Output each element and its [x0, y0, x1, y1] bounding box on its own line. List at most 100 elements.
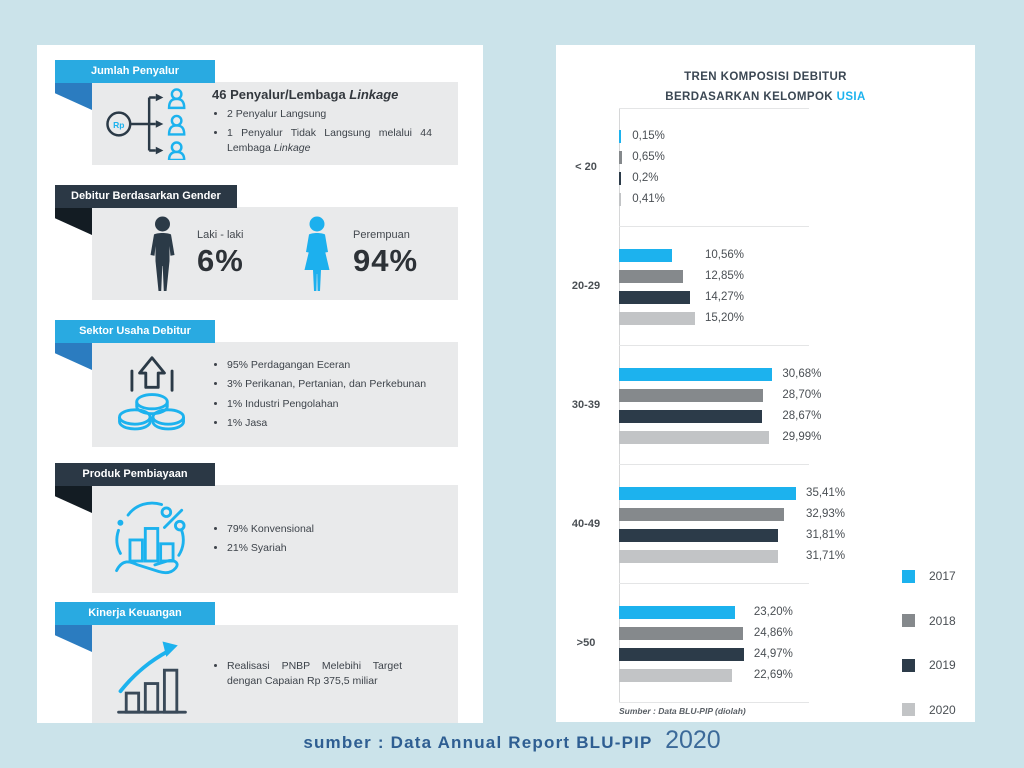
section-title-ribbon: Sektor Usaha Debitur [55, 320, 215, 343]
bar-2017 [619, 486, 797, 500]
bar-value-label: 10,56% [704, 249, 744, 261]
bar-2019 [619, 409, 763, 423]
bar-row: 10,56% [619, 248, 975, 262]
gender-male: Laki - laki 6% [144, 216, 297, 292]
bar-row: 0,41% [619, 192, 975, 206]
bar-2020 [619, 311, 695, 325]
age-group->50: 23,20% 24,86% 24,97% 22,69% [619, 584, 975, 703]
bar-value-label: 14,27% [704, 291, 744, 303]
male-icon [144, 216, 181, 292]
legend-item-2020: 2020 [902, 703, 956, 717]
bar-2017 [619, 367, 773, 381]
legend-swatch [902, 614, 915, 627]
bar-value-label: 0,2% [632, 172, 659, 184]
section-title-ribbon: Jumlah Penyalur [55, 60, 215, 83]
bar-value-label: 12,85% [705, 270, 745, 282]
section-content: Laki - laki 6% Perempuan 94% [92, 207, 458, 300]
gender-female: Perempuan 94% [297, 216, 450, 292]
bar-row: 0,65% [619, 150, 975, 164]
bar-value-label: 0,65% [632, 151, 665, 163]
chart-plot-area: 0,15% 0,65% 0,2% 0,41% 10,56% 12,85% 14,27% 15,… [619, 108, 975, 703]
legend-item-2017: 2017 [902, 569, 956, 583]
bar-2019 [619, 528, 779, 542]
bullet-item: 1% Industri Pengolahan [227, 397, 432, 412]
bar-row: 0,15% [619, 129, 975, 143]
legend-label: 2020 [929, 702, 956, 717]
bar-value-label: 15,20% [705, 312, 745, 324]
bar-value-label: 35,41% [806, 487, 846, 499]
section-title-ribbon: Debitur Berdasarkan Gender [55, 185, 237, 208]
bar-2018 [619, 269, 684, 283]
bar-row: 15,20% [619, 311, 975, 325]
category-label: 40-49 [571, 517, 601, 530]
caption-text: sumber : Data Annual Report BLU-PIP [303, 733, 653, 752]
section-content: 79% Konvensional 21% Syariah [92, 485, 458, 593]
chart-y-axis [619, 108, 620, 703]
chart-title-highlight: USIA [836, 91, 866, 104]
bar-row: 29,99% [619, 430, 975, 444]
coins-growth-icon [92, 352, 212, 438]
bullet-item: 79% Konvensional [227, 522, 432, 537]
bar-2019 [619, 647, 744, 661]
bar-value-label: 30,68% [782, 368, 822, 380]
bar-row: 24,97% [619, 647, 975, 661]
age-group-<20: 0,15% 0,65% 0,2% 0,41% [619, 108, 975, 227]
bullet-item: 1 Penyalur Tidak Langsung melalui 44 Lem… [227, 126, 432, 156]
svg-text:Rp: Rp [113, 119, 124, 129]
legend-swatch [902, 569, 915, 583]
caption-year: 2020 [665, 726, 721, 754]
bar-value-label: 29,99% [782, 431, 822, 443]
female-value: 94% [353, 242, 419, 278]
bar-2017 [619, 605, 735, 619]
bar-row: 22,69% [619, 668, 975, 682]
bar-2017 [619, 129, 621, 143]
legend-label: 2019 [929, 658, 956, 672]
section-title-ribbon: Kinerja Keuangan [55, 602, 215, 625]
age-group-20-29: 10,56% 12,85% 14,27% 15,20% [619, 227, 975, 346]
legend-label: 2018 [929, 613, 956, 628]
legend-swatch [902, 703, 915, 716]
bar-2020 [619, 192, 622, 206]
bar-2017 [619, 248, 672, 262]
infographic-panel: Jumlah Penyalur Rp [37, 45, 483, 723]
bar-row: 28,67% [619, 409, 975, 423]
ribbon-fold [55, 343, 92, 370]
category-label: < 20 [575, 160, 597, 173]
chart-panel: TREN KOMPOSISI DEBITUR BERDASARKAN KELOM… [556, 45, 975, 722]
bar-row: 24,86% [619, 626, 975, 640]
bar-2019 [619, 290, 691, 304]
male-value: 6% [197, 242, 244, 278]
female-label: Perempuan [353, 228, 410, 241]
ribbon-fold [55, 83, 92, 110]
bar-value-label: 0,15% [632, 130, 665, 142]
bullet-item: 21% Syariah [227, 541, 432, 556]
bar-value-label: 32,93% [806, 508, 846, 520]
bullet-item: 1% Jasa [227, 416, 432, 431]
chart-title: TREN KOMPOSISI DEBITUR BERDASARKAN KELOM… [665, 71, 866, 104]
age-group-30-39: 30,68% 28,70% 28,67% 29,99% [619, 346, 975, 465]
section-text: 95% Perdagangan Eceran 3% Perikanan, Per… [212, 354, 458, 435]
bar-value-label: 28,67% [782, 410, 822, 422]
section-text: Realisasi PNBP Melebihi Target dengan Ca… [212, 655, 458, 693]
bar-row: 28,70% [619, 388, 975, 402]
section-content: Rp 46 Penyalur/Lembaga Linkage 2 Penyalu… [92, 82, 458, 165]
category-label: 20-29 [571, 279, 601, 292]
financing-product-icon [92, 494, 212, 584]
chart-source-note: Sumber : Data BLU-PIP (diolah) [619, 706, 746, 716]
legend-item-2018: 2018 [902, 614, 956, 628]
bar-value-label: 31,81% [806, 529, 846, 541]
category-label: >50 [576, 636, 596, 649]
bar-2018 [619, 388, 763, 402]
bar-row: 23,20% [619, 605, 975, 619]
section-content: Realisasi PNBP Melebihi Target dengan Ca… [92, 625, 458, 723]
bar-2020 [619, 668, 733, 682]
ribbon-fold [55, 486, 92, 513]
bar-2018 [619, 150, 623, 164]
bar-value-label: 0,41% [632, 193, 665, 205]
ribbon-fold [55, 625, 92, 652]
bar-value-label: 31,71% [806, 550, 846, 562]
page-caption: sumber : Data Annual Report BLU-PIP 2020 [0, 726, 1024, 755]
legend-swatch [902, 658, 915, 672]
bar-value-label: 24,86% [753, 627, 793, 639]
male-label: Laki - laki [197, 228, 244, 241]
